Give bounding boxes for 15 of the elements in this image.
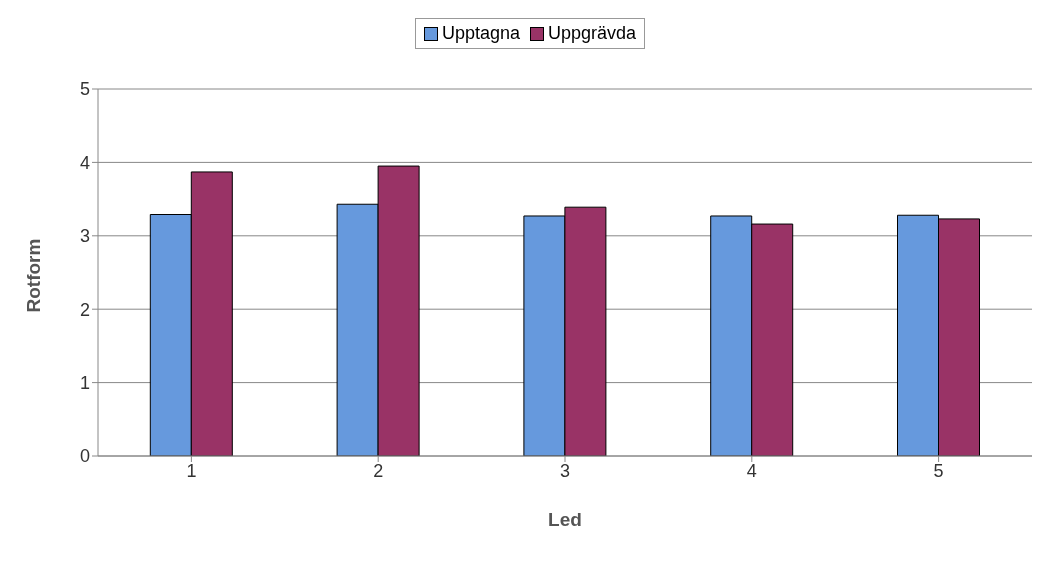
- legend-label: Upptagna: [441, 23, 520, 44]
- y-tick-label: 3: [79, 226, 90, 247]
- y-tick-label: 2: [79, 299, 90, 320]
- y-tick-label: 5: [79, 79, 90, 100]
- y-tick-label: 4: [79, 152, 90, 173]
- x-tick-label: 2: [373, 460, 384, 481]
- x-tick-label: 1: [186, 460, 197, 481]
- legend-label: Uppgrävda: [548, 23, 637, 44]
- x-tick-label: 5: [933, 460, 944, 481]
- x-axis-title: Led: [548, 509, 582, 530]
- y-tick-label: 1: [79, 372, 90, 393]
- y-axis-title: Rotform: [22, 238, 44, 313]
- y-tick-label: 0: [79, 446, 90, 467]
- x-tick-label: 3: [559, 460, 571, 481]
- x-tick-label: 4: [746, 460, 757, 481]
